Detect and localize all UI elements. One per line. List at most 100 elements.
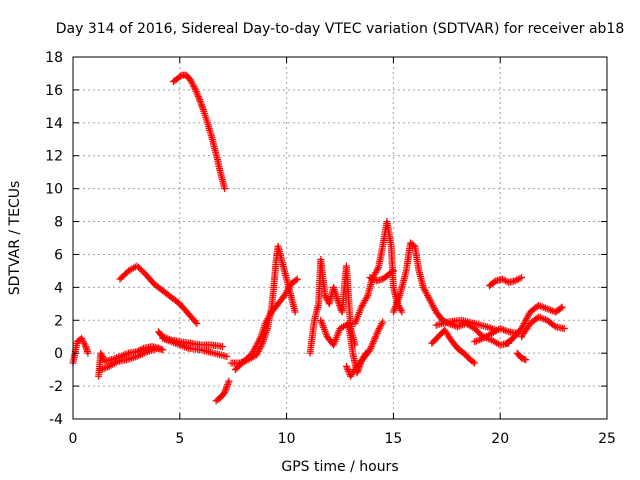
- series-track-q: [428, 326, 479, 367]
- data-point: [219, 343, 227, 351]
- y-tick-label: 8: [54, 215, 63, 231]
- data-point: [192, 88, 200, 96]
- data-point: [322, 293, 330, 301]
- data-point: [366, 346, 374, 354]
- data-point: [224, 380, 232, 388]
- data-point: [420, 285, 428, 293]
- data-point: [78, 336, 86, 344]
- series-track-s: [471, 325, 521, 346]
- series-track-t: [486, 273, 526, 290]
- data-point: [367, 344, 375, 352]
- data-point: [476, 336, 484, 344]
- series-track-g: [159, 334, 231, 360]
- data-point: [545, 305, 553, 313]
- data-point: [560, 325, 568, 332]
- data-point: [455, 322, 463, 330]
- chart-title: Day 314 of 2016, Sidereal Day-to-day VTE…: [56, 21, 625, 37]
- data-point: [518, 273, 526, 281]
- data-point: [374, 265, 382, 273]
- data-point: [379, 318, 387, 326]
- data-point: [372, 333, 380, 341]
- data-point: [423, 290, 431, 298]
- data-point: [222, 384, 230, 392]
- data-point: [97, 366, 105, 374]
- tick-layer: 0 5 10 15 20 25 -4 -2 0 2 4 6 8 10 12 14 16 18: [45, 50, 616, 447]
- data-point: [477, 335, 485, 343]
- data-point: [502, 277, 510, 285]
- data-point: [292, 276, 300, 284]
- series-track-i: [227, 242, 299, 367]
- data-point: [197, 99, 205, 107]
- data-point: [250, 346, 258, 354]
- series-track-v: [513, 349, 530, 364]
- data-point: [369, 339, 377, 347]
- data-point: [474, 336, 482, 344]
- data-point: [221, 387, 229, 395]
- data-point: [430, 305, 438, 313]
- data-point: [522, 316, 530, 324]
- data-point: [342, 362, 350, 370]
- data-point: [256, 334, 264, 342]
- data-point: [398, 308, 406, 316]
- data-point: [428, 300, 436, 308]
- data-point: [485, 324, 493, 332]
- data-point: [199, 104, 207, 112]
- y-tick-label: 14: [45, 116, 63, 132]
- data-point: [429, 301, 437, 309]
- y-tick-label: 10: [45, 182, 63, 198]
- data-point: [471, 359, 479, 367]
- data-point: [223, 352, 231, 360]
- data-point: [186, 76, 194, 84]
- data-point: [252, 343, 260, 351]
- data-point: [424, 293, 432, 301]
- data-point: [521, 318, 529, 326]
- data-point: [374, 326, 382, 334]
- data-point: [427, 298, 435, 306]
- data-point: [221, 389, 229, 397]
- data-point: [500, 326, 508, 334]
- data-point: [190, 83, 198, 91]
- data-point: [538, 314, 546, 322]
- data-point: [430, 303, 438, 311]
- data-point: [453, 323, 461, 331]
- data-point: [97, 349, 105, 357]
- data-point: [293, 275, 301, 283]
- data-point: [377, 321, 385, 329]
- series-track-d: [116, 262, 201, 328]
- data-point: [523, 315, 531, 323]
- data-point: [483, 323, 491, 331]
- series-track-h: [212, 377, 233, 405]
- data-point: [98, 365, 106, 373]
- data-point: [198, 102, 206, 110]
- data-point: [251, 344, 259, 352]
- data-point: [255, 336, 263, 344]
- y-tick-label: 16: [45, 83, 63, 99]
- data-point: [79, 338, 87, 346]
- data-point: [388, 268, 396, 276]
- data-point: [196, 97, 204, 105]
- data-point: [321, 292, 329, 300]
- data-point: [457, 322, 465, 330]
- data-point: [194, 92, 202, 100]
- data-point: [196, 96, 204, 104]
- data-point: [378, 320, 386, 328]
- data-point: [188, 79, 196, 87]
- y-tick-label: -2: [49, 379, 63, 395]
- x-tick-label: 15: [384, 431, 402, 447]
- data-point: [376, 323, 384, 331]
- data-point: [503, 327, 511, 335]
- data-point: [369, 275, 377, 283]
- data-point: [501, 326, 509, 334]
- data-point: [249, 348, 257, 356]
- series-track-j: [231, 275, 301, 374]
- data-point: [557, 304, 565, 312]
- x-tick-label: 20: [491, 431, 509, 447]
- data-point: [81, 341, 89, 349]
- data-point: [516, 274, 524, 282]
- x-tick-label: 5: [175, 431, 184, 447]
- data-point: [253, 341, 261, 349]
- y-tick-label: 2: [54, 313, 63, 329]
- data-point: [558, 303, 566, 311]
- data-point: [100, 364, 108, 372]
- data-point: [543, 305, 551, 313]
